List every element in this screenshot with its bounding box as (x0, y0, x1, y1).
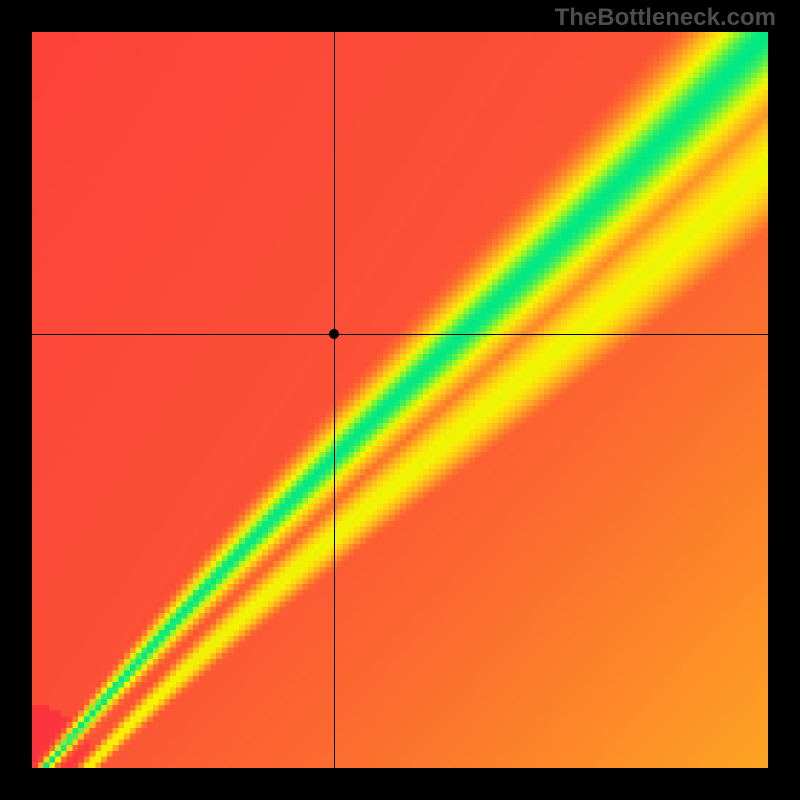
crosshair-horizontal (32, 334, 768, 335)
crosshair-vertical (334, 32, 335, 768)
heatmap-canvas (32, 32, 768, 768)
chart-frame: TheBottleneck.com (0, 0, 800, 800)
plot-area (32, 32, 768, 768)
watermark-text: TheBottleneck.com (555, 4, 776, 32)
data-point-marker (329, 329, 339, 339)
